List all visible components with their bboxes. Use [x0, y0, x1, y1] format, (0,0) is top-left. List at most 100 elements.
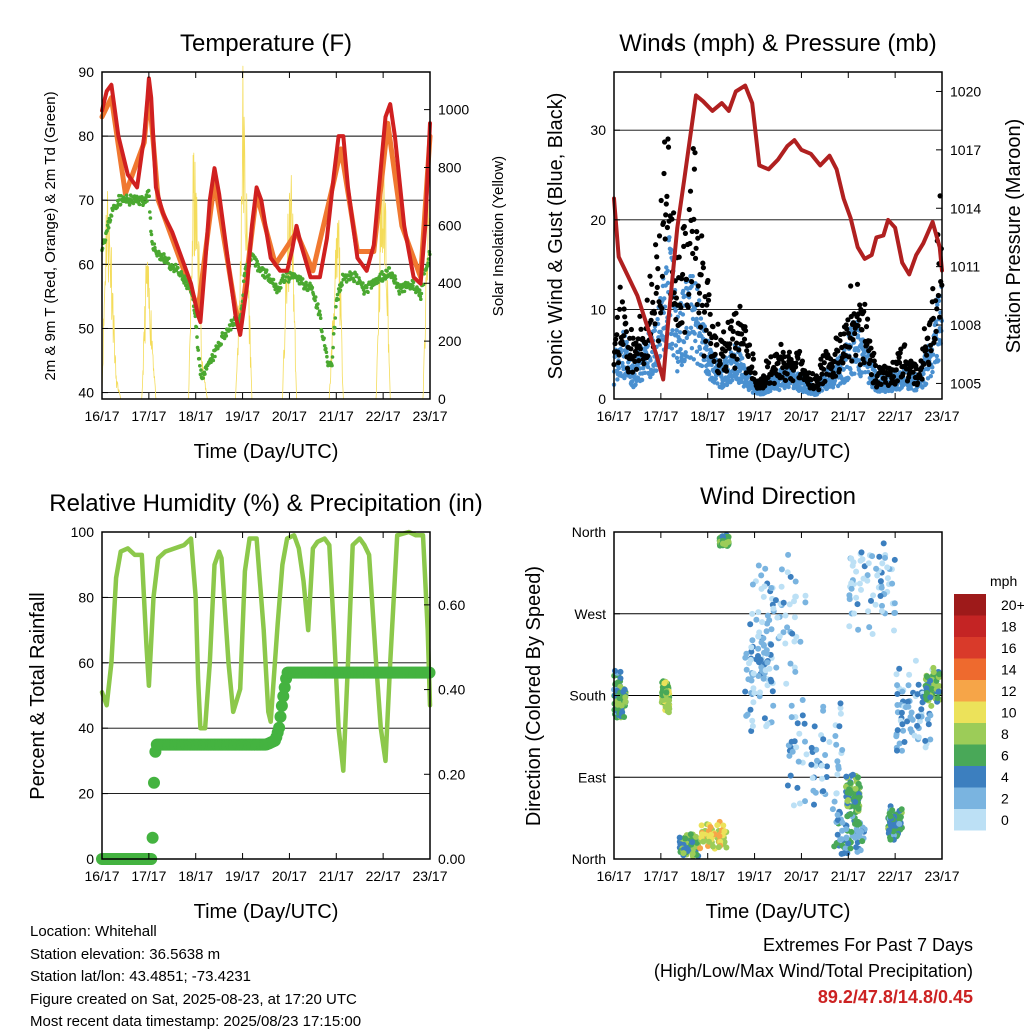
- direction-point: [786, 752, 793, 759]
- legend-label: 14: [1001, 662, 1017, 678]
- gust-point: [773, 351, 780, 357]
- direction-point: [796, 800, 803, 807]
- wind-point: [691, 357, 696, 362]
- direction-point: [823, 774, 830, 780]
- gust-point: [781, 354, 788, 360]
- temperature-ticks: 40 50 60 70 80 90 0 200 400 600 800 1000 16/17 17/17 1…: [78, 64, 469, 424]
- gust-point: [650, 299, 656, 305]
- direction-point: [799, 697, 806, 703]
- dewpoint-point: [137, 202, 142, 207]
- wind-point: [684, 335, 689, 341]
- dewpoint-point: [419, 291, 424, 296]
- gust-point: [637, 313, 643, 319]
- direction-point: [848, 580, 855, 587]
- gust-point: [614, 332, 620, 338]
- dewpoint-point: [211, 358, 216, 363]
- direction-point: [723, 844, 730, 851]
- wind-point: [930, 365, 935, 370]
- gust-point: [647, 273, 653, 279]
- direction-point: [813, 746, 820, 753]
- gust-point: [679, 320, 685, 326]
- direction-point: [750, 670, 757, 677]
- gust-point: [687, 240, 693, 247]
- direction-point: [687, 831, 694, 838]
- pressure-ylabel: Station Pressure (Maroon): [1003, 119, 1024, 354]
- direction-point: [905, 682, 912, 689]
- gust-point: [902, 342, 908, 348]
- direction-point: [782, 612, 789, 619]
- dewpoint-point: [213, 354, 217, 359]
- gust-point: [926, 361, 932, 367]
- legend-label: 12: [1001, 683, 1017, 699]
- y2-tick-label: 0.00: [438, 851, 465, 867]
- gust-point: [771, 380, 777, 386]
- gust-point: [736, 347, 742, 353]
- gust-point: [658, 310, 664, 316]
- direction-point: [843, 773, 850, 780]
- direction-point: [894, 702, 901, 708]
- gust-point: [658, 197, 664, 204]
- y-tick-label: 80: [78, 128, 94, 144]
- wind-point: [709, 349, 714, 355]
- direction-point: [618, 702, 625, 709]
- x-tick-label: 23/17: [924, 408, 959, 424]
- dewpoint-point: [152, 242, 157, 246]
- direction-point: [874, 572, 881, 579]
- wind-point: [659, 333, 664, 338]
- y2-tick-label: 1020: [950, 83, 981, 99]
- dewpoint-point: [196, 348, 200, 352]
- dewpoint-point: [317, 309, 322, 314]
- direction-point: [773, 664, 780, 671]
- gust-point: [919, 376, 925, 382]
- direction-point: [820, 736, 827, 743]
- direction-point: [894, 682, 901, 689]
- gust-point: [752, 370, 758, 376]
- winds-ylabel: Sonic Wind & Gust (Blue, Black): [545, 93, 567, 380]
- gust-point: [784, 371, 790, 377]
- direction-point: [869, 631, 876, 637]
- location-text: Location: Whitehall: [30, 923, 157, 940]
- direction-point: [859, 556, 866, 563]
- station-info: Location: Whitehall Station elevation: 3…: [30, 921, 361, 1034]
- gust-point: [767, 380, 773, 386]
- dewpoint-point: [256, 262, 261, 267]
- direction-point: [845, 840, 852, 847]
- humidity-series: [96, 529, 436, 865]
- x-tick-label: 18/17: [690, 408, 725, 424]
- wind-point: [715, 381, 720, 386]
- gust-point: [667, 42, 673, 48]
- gust-point: [620, 341, 626, 347]
- direction-point: [791, 738, 798, 745]
- wind-point: [841, 366, 846, 372]
- gust-point: [741, 336, 748, 342]
- gust-point: [778, 341, 784, 347]
- precip-point: [277, 690, 290, 703]
- gust-point: [930, 315, 937, 321]
- gust-point: [656, 299, 662, 305]
- wind-point: [682, 357, 687, 363]
- dewpoint-point: [194, 325, 199, 330]
- direction-point: [791, 614, 798, 621]
- direction-point: [829, 806, 836, 813]
- direction-point: [747, 656, 754, 663]
- y2-tick-label: 0: [438, 391, 446, 407]
- direction-point: [904, 698, 911, 705]
- gust-point: [644, 297, 650, 303]
- dewpoint-point: [255, 259, 259, 264]
- dewpoint-point: [118, 202, 123, 207]
- wind-point: [920, 385, 925, 390]
- dewpoint-point: [335, 292, 340, 297]
- wind-point: [648, 358, 653, 363]
- direction-point: [755, 562, 762, 569]
- gust-point: [793, 360, 799, 366]
- direction-point: [748, 648, 755, 655]
- wind-point: [678, 347, 683, 352]
- gust-point: [832, 373, 839, 379]
- direction-point: [768, 641, 775, 648]
- x-tick-label: 16/17: [84, 408, 119, 424]
- legend-label: 16: [1001, 640, 1017, 656]
- dewpoint-point: [366, 290, 370, 295]
- wind-point: [690, 316, 696, 322]
- direction-point: [858, 549, 865, 556]
- wind-point: [704, 347, 709, 352]
